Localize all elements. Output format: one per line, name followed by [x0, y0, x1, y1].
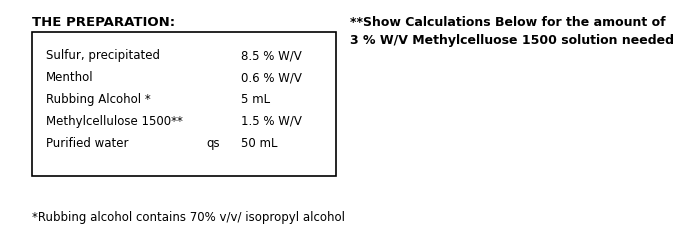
Text: 0.6 % W/V: 0.6 % W/V: [241, 71, 302, 84]
Text: Menthol: Menthol: [46, 71, 93, 84]
Text: Purified water: Purified water: [46, 137, 128, 150]
Text: 50 mL: 50 mL: [241, 137, 278, 150]
Text: **Show Calculations Below for the amount of
3 % W/V Methylcelluose 1500 solution: **Show Calculations Below for the amount…: [350, 16, 674, 47]
Text: 1.5 % W/V: 1.5 % W/V: [241, 115, 302, 128]
Text: 8.5 % W/V: 8.5 % W/V: [241, 50, 302, 63]
Text: Methylcellulose 1500**: Methylcellulose 1500**: [46, 115, 183, 128]
Text: THE PREPARATION:: THE PREPARATION:: [32, 16, 174, 29]
Text: Rubbing Alcohol *: Rubbing Alcohol *: [46, 93, 150, 106]
Text: *Rubbing alcohol contains 70% v/v/ isopropyl alcohol: *Rubbing alcohol contains 70% v/v/ isopr…: [32, 212, 344, 225]
Text: Sulfur, precipitated: Sulfur, precipitated: [46, 50, 160, 63]
Text: qs: qs: [206, 137, 220, 150]
FancyBboxPatch shape: [32, 32, 336, 176]
Text: 5 mL: 5 mL: [241, 93, 271, 106]
